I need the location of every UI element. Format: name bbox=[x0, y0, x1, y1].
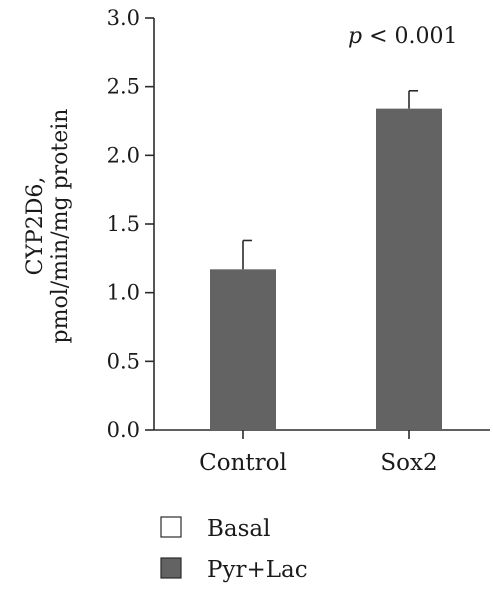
y-ticks: 0.0 0.5 1.0 1.5 2.0 2.5 3.0 bbox=[107, 6, 154, 442]
y-axis-title-line1: CYP2D6, bbox=[23, 177, 48, 276]
bar-pyr-lac bbox=[210, 269, 276, 430]
y-tick-label: 0.5 bbox=[107, 349, 140, 373]
x-tick-label: Sox2 bbox=[380, 450, 437, 476]
legend-label-pyr-lac: Pyr+Lac bbox=[207, 557, 308, 583]
x-axis: Control Sox2 bbox=[154, 429, 490, 476]
y-tick-label: 1.0 bbox=[107, 281, 140, 305]
p-value-text: < 0.001 bbox=[362, 24, 457, 49]
y-tick-label: 2.0 bbox=[107, 143, 140, 167]
p-symbol: p bbox=[348, 24, 362, 49]
y-axis: 0.0 0.5 1.0 1.5 2.0 2.5 3.0 bbox=[107, 6, 155, 442]
bars bbox=[210, 89, 442, 430]
legend: Basal Pyr+Lac bbox=[160, 516, 308, 583]
y-tick-label: 3.0 bbox=[107, 6, 140, 30]
y-tick-label: 1.5 bbox=[107, 212, 140, 236]
y-tick-label: 2.5 bbox=[107, 75, 140, 99]
bar-pyr-lac bbox=[376, 108, 442, 430]
x-ticks: Control Sox2 bbox=[199, 430, 438, 476]
y-tick-label: 0.0 bbox=[107, 418, 140, 442]
legend-label-basal: Basal bbox=[207, 516, 271, 542]
y-axis-title-line2: pmol/min/mg protein bbox=[48, 109, 73, 344]
x-tick-label: Control bbox=[199, 450, 287, 476]
p-value-annotation: p < 0.001 bbox=[348, 24, 458, 49]
legend-swatch-pyr-lac bbox=[160, 557, 182, 579]
legend-swatch-basal bbox=[160, 516, 182, 538]
